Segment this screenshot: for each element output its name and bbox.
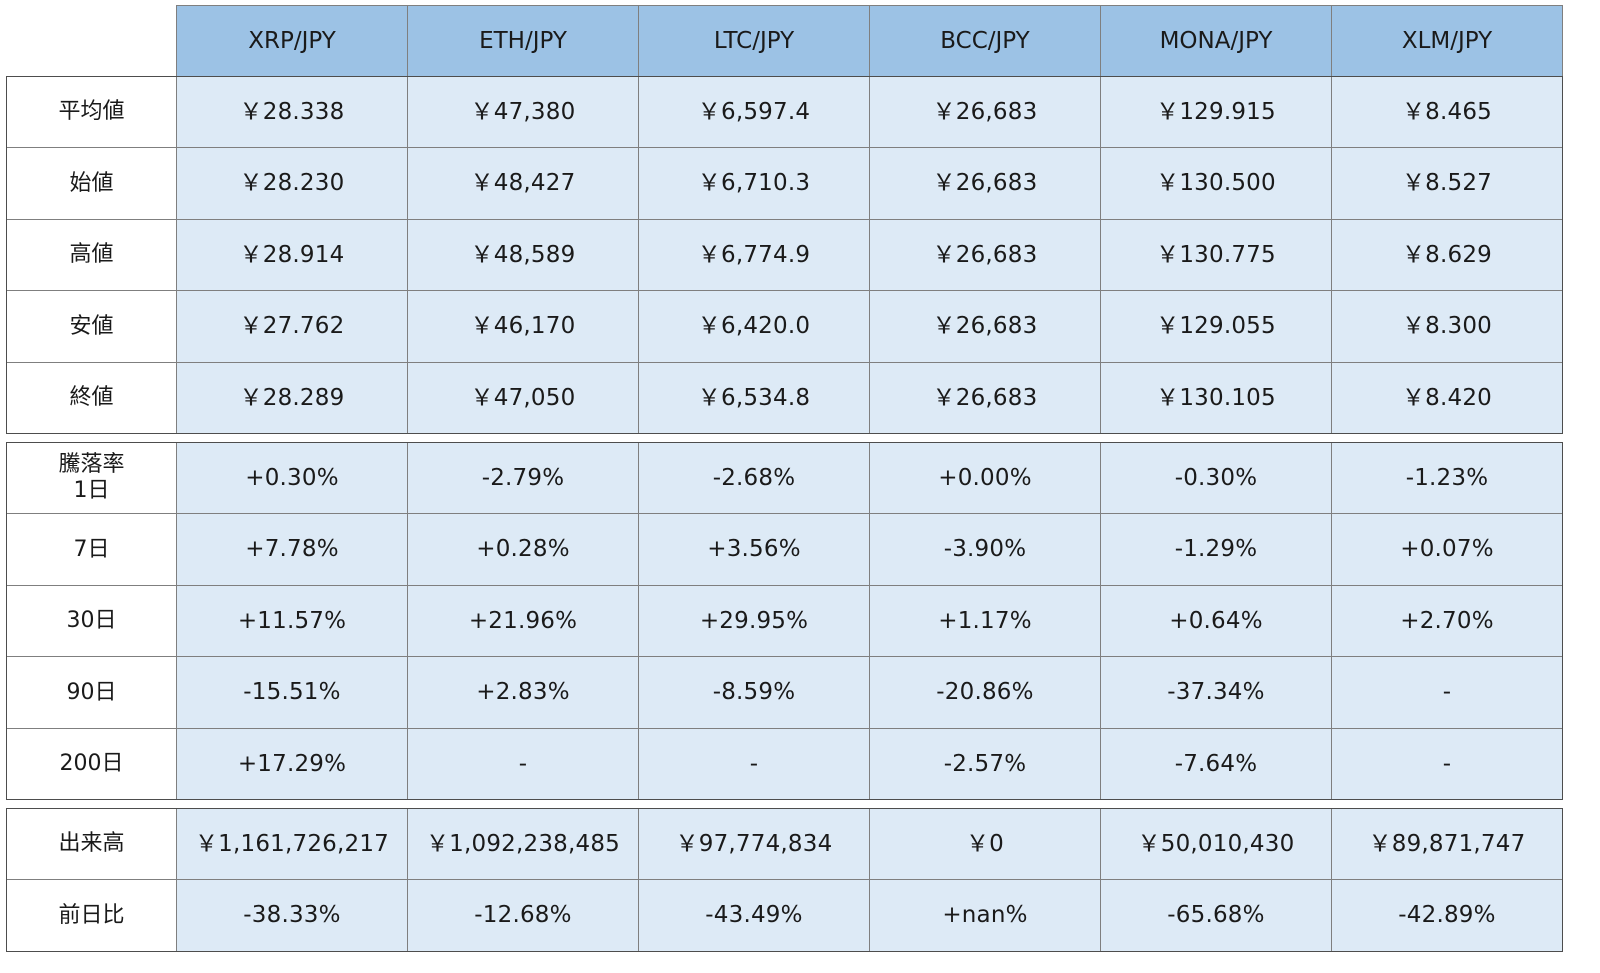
table-cell: ￥130.775: [1100, 219, 1332, 291]
change-section-title: 騰落率: [58, 452, 125, 477]
table-cell: ￥8.420: [1331, 362, 1563, 434]
row-label: 90日: [6, 656, 177, 729]
table-cell: +1.17%: [869, 585, 1101, 657]
table-cell: ￥1,092,238,485: [407, 808, 639, 880]
table-cell: -: [1331, 728, 1563, 800]
table-cell: ￥130.105: [1100, 362, 1332, 434]
table-cell: ￥8.300: [1331, 290, 1563, 363]
table-cell: ￥6,774.9: [638, 219, 870, 291]
table-cell: ￥130.500: [1100, 147, 1332, 220]
table-cell: ￥47,050: [407, 362, 639, 434]
row-label: 30日: [6, 585, 177, 657]
table-cell: +11.57%: [176, 585, 408, 657]
table-cell: ￥8.465: [1331, 76, 1563, 148]
row-label-text: 1日: [73, 478, 110, 503]
row-label: 終値: [6, 362, 177, 434]
table-cell: ￥28.338: [176, 76, 408, 148]
table-cell: ￥28.230: [176, 147, 408, 220]
table-cell: +7.78%: [176, 513, 408, 586]
table-cell: ￥26,683: [869, 147, 1101, 220]
table-cell: ￥6,420.0: [638, 290, 870, 363]
table-cell: -20.86%: [869, 656, 1101, 729]
table-cell: -1.29%: [1100, 513, 1332, 586]
column-header: MONA/JPY: [1100, 5, 1332, 77]
table-cell: ￥26,683: [869, 290, 1101, 363]
column-header: LTC/JPY: [638, 5, 870, 77]
table-cell: ￥26,683: [869, 219, 1101, 291]
table-cell: -8.59%: [638, 656, 870, 729]
table-cell: -7.64%: [1100, 728, 1332, 800]
table-cell: -2.79%: [407, 442, 639, 514]
table-cell: ￥6,710.3: [638, 147, 870, 220]
table-cell: +0.30%: [176, 442, 408, 514]
table-cell: +21.96%: [407, 585, 639, 657]
table-cell: ￥8.629: [1331, 219, 1563, 291]
row-label: 騰落率 1日: [6, 442, 177, 514]
table-cell: -15.51%: [176, 656, 408, 729]
table-cell: ￥0: [869, 808, 1101, 880]
table-cell: -12.68%: [407, 879, 639, 952]
table-cell: ￥1,161,726,217: [176, 808, 408, 880]
table-cell: ￥129.055: [1100, 290, 1332, 363]
table-cell: ￥48,427: [407, 147, 639, 220]
table-cell: -2.68%: [638, 442, 870, 514]
row-label: 前日比: [6, 879, 177, 952]
row-label: 7日: [6, 513, 177, 586]
table-cell: +nan%: [869, 879, 1101, 952]
table-cell: -1.23%: [1331, 442, 1563, 514]
table-cell: ￥6,597.4: [638, 76, 870, 148]
table-cell: -2.57%: [869, 728, 1101, 800]
table-cell: ￥47,380: [407, 76, 639, 148]
table-cell: +2.70%: [1331, 585, 1563, 657]
column-header: ETH/JPY: [407, 5, 639, 77]
table-cell: ￥97,774,834: [638, 808, 870, 880]
row-label: 安値: [6, 290, 177, 363]
table-cell: ￥89,871,747: [1331, 808, 1563, 880]
table-cell: +0.00%: [869, 442, 1101, 514]
row-label: 200日: [6, 728, 177, 800]
table-cell: +0.64%: [1100, 585, 1332, 657]
table-cell: -38.33%: [176, 879, 408, 952]
table-cell: ￥26,683: [869, 76, 1101, 148]
table-cell: ￥50,010,430: [1100, 808, 1332, 880]
table-cell: ￥8.527: [1331, 147, 1563, 220]
table-cell: ￥129.915: [1100, 76, 1332, 148]
table-cell: -0.30%: [1100, 442, 1332, 514]
table-cell: ￥28.914: [176, 219, 408, 291]
table-cell: -3.90%: [869, 513, 1101, 586]
table-cell: -: [407, 728, 639, 800]
table-cell: ￥46,170: [407, 290, 639, 363]
table-cell: -42.89%: [1331, 879, 1563, 952]
table-cell: ￥48,589: [407, 219, 639, 291]
table-cell: +2.83%: [407, 656, 639, 729]
row-label: 始値: [6, 147, 177, 220]
row-label: 出来高: [6, 808, 177, 880]
table-cell: +17.29%: [176, 728, 408, 800]
table-cell: +3.56%: [638, 513, 870, 586]
table-cell: ￥27.762: [176, 290, 408, 363]
column-header: XLM/JPY: [1331, 5, 1563, 77]
table-cell: +0.28%: [407, 513, 639, 586]
table-cell: ￥6,534.8: [638, 362, 870, 434]
table-cell: -37.34%: [1100, 656, 1332, 729]
row-label: 高値: [6, 219, 177, 291]
table-cell: -: [638, 728, 870, 800]
table-cell: ￥28.289: [176, 362, 408, 434]
table-cell: -43.49%: [638, 879, 870, 952]
column-header: BCC/JPY: [869, 5, 1101, 77]
table-cell: +0.07%: [1331, 513, 1563, 586]
table-cell: -65.68%: [1100, 879, 1332, 952]
table-cell: ￥26,683: [869, 362, 1101, 434]
column-header: XRP/JPY: [176, 5, 408, 77]
table-cell: -: [1331, 656, 1563, 729]
row-label: 平均値: [6, 76, 177, 148]
table-cell: +29.95%: [638, 585, 870, 657]
